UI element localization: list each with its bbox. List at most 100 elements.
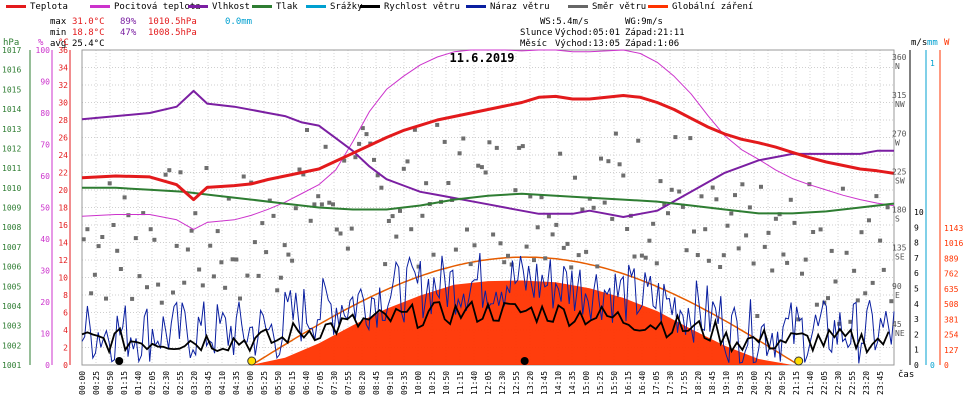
stat-min-hum: 47% bbox=[120, 28, 137, 38]
radiation-tick: 508 bbox=[944, 300, 959, 309]
wind-dir-point bbox=[122, 195, 127, 200]
wind-dir-point bbox=[159, 300, 164, 305]
wind-dir-point bbox=[669, 187, 674, 192]
wind-dir-point bbox=[271, 213, 276, 218]
wind-dir-point bbox=[308, 218, 313, 223]
wind-dir-point bbox=[800, 271, 804, 276]
wind-dir-point bbox=[293, 206, 298, 211]
wind-dir-point bbox=[349, 226, 354, 231]
stat-avg-label: avg bbox=[50, 39, 67, 49]
wind-dir-point bbox=[145, 285, 149, 290]
x-tick-label: 02:05 bbox=[148, 371, 157, 395]
stat-min-label: min bbox=[50, 28, 67, 38]
x-tick-label: 01:40 bbox=[134, 371, 143, 395]
temperature-tick: 24 bbox=[58, 151, 68, 160]
x-tick-label: 16:15 bbox=[624, 371, 633, 395]
x-tick-label: 18:45 bbox=[708, 371, 717, 395]
wind-dir-point bbox=[844, 250, 849, 255]
wind-dir-point bbox=[226, 196, 231, 201]
x-tick-label: 10:25 bbox=[428, 371, 437, 395]
humidity-tick: 100 bbox=[36, 46, 51, 55]
pressure-tick: 1001 bbox=[2, 361, 21, 370]
humidity-tick: 40 bbox=[40, 235, 50, 244]
radiation-tick: 635 bbox=[944, 285, 959, 294]
temperature-tick: 0 bbox=[63, 361, 68, 370]
legend: Teplota Pocitová teplota Vlhkost Tlak Srážky… bbox=[0, 0, 966, 12]
wind-dir-point bbox=[81, 237, 86, 242]
x-tick-label: 17:55 bbox=[680, 371, 689, 395]
wind-dir-point bbox=[762, 244, 767, 249]
legend-swatch bbox=[306, 5, 326, 8]
x-tick-label: 15:25 bbox=[596, 371, 605, 395]
pressure-tick: 1008 bbox=[2, 223, 21, 232]
wind-speed-tick: 9 bbox=[914, 223, 919, 232]
x-tick-label: 12:30 bbox=[498, 371, 507, 395]
stat-max-label: max bbox=[50, 17, 67, 27]
radiation-tick: 127 bbox=[944, 346, 959, 355]
wind-dir-point bbox=[118, 267, 123, 271]
x-tick-label: 16:40 bbox=[638, 371, 647, 395]
wind-speed-tick: 10 bbox=[914, 208, 924, 217]
pressure-tick: 1012 bbox=[2, 144, 21, 153]
temperature-tick: 36 bbox=[58, 46, 68, 55]
x-tick-label: 00:00 bbox=[78, 371, 87, 395]
wind-dir-point bbox=[766, 230, 771, 235]
pressure-tick: 1006 bbox=[2, 263, 21, 272]
x-tick-label: 14:35 bbox=[568, 371, 577, 395]
wind-dir-point bbox=[658, 179, 663, 184]
legend-item: Rychlost větru bbox=[360, 2, 460, 12]
x-tick-label: 10:00 bbox=[414, 371, 423, 395]
temperature-tick: 28 bbox=[58, 116, 68, 125]
wind-dir-point bbox=[133, 236, 138, 241]
moonrise-marker bbox=[520, 357, 529, 365]
x-tick-label: 01:15 bbox=[120, 371, 129, 395]
wind-dir-point bbox=[714, 197, 719, 202]
wind-dir-point bbox=[256, 273, 261, 278]
temperature-unit: °C bbox=[58, 38, 69, 48]
wind-dir-point bbox=[867, 218, 871, 223]
wind-dir-point bbox=[606, 159, 611, 164]
wind-dir-point bbox=[316, 194, 321, 199]
x-tick-label: 08:45 bbox=[372, 371, 381, 395]
moon-rise: Východ:13:05 bbox=[555, 39, 621, 49]
stat-max-temp: 31.0°C bbox=[72, 17, 105, 27]
wind-dir-point bbox=[550, 232, 555, 237]
wind-dir-point bbox=[647, 238, 652, 243]
wind-dir-point bbox=[342, 158, 347, 163]
x-tick-label: 11:15 bbox=[456, 371, 465, 395]
wind-dir-point bbox=[461, 136, 466, 141]
wind-dir-point bbox=[137, 274, 142, 279]
wind-dir-point bbox=[85, 227, 90, 232]
pressure-tick: 1015 bbox=[2, 85, 21, 94]
x-tick-label: 13:20 bbox=[526, 371, 535, 395]
wind-dir-point bbox=[595, 264, 600, 269]
radiation-tick: 889 bbox=[944, 254, 959, 263]
wind-dir-point bbox=[416, 264, 421, 269]
wind-dir-point bbox=[740, 182, 745, 187]
wind-dir-label: E bbox=[895, 291, 900, 300]
temperature-tick: 2 bbox=[63, 344, 68, 353]
wind-dir-point bbox=[602, 200, 607, 205]
wind-dir-point bbox=[241, 174, 246, 179]
wind-dir-point bbox=[528, 194, 533, 199]
wind-dir-point bbox=[312, 202, 317, 207]
wind-dir-point bbox=[651, 221, 656, 226]
pressure-tick: 1017 bbox=[2, 46, 21, 55]
wind-dir-point bbox=[353, 155, 358, 160]
x-unit-label: čas bbox=[898, 369, 914, 380]
rain-unit: mm bbox=[927, 38, 938, 48]
wind-dir-point bbox=[115, 248, 120, 253]
temperature-tick: 30 bbox=[58, 99, 68, 108]
wind-dir-point bbox=[386, 219, 391, 223]
wind-dir-point bbox=[171, 290, 175, 295]
humidity-unit: % bbox=[38, 38, 44, 48]
wind-dir-point bbox=[334, 227, 339, 232]
radiation-tick: 762 bbox=[944, 270, 959, 279]
wind-dir-point bbox=[204, 166, 209, 170]
moon-label: Měsíc bbox=[520, 39, 548, 49]
wind-dir-point bbox=[89, 291, 94, 296]
wind-dir-point bbox=[811, 230, 816, 234]
wind-dir-point bbox=[870, 280, 875, 285]
wind-dir-point bbox=[539, 195, 544, 200]
wind-dir-point bbox=[200, 283, 205, 288]
